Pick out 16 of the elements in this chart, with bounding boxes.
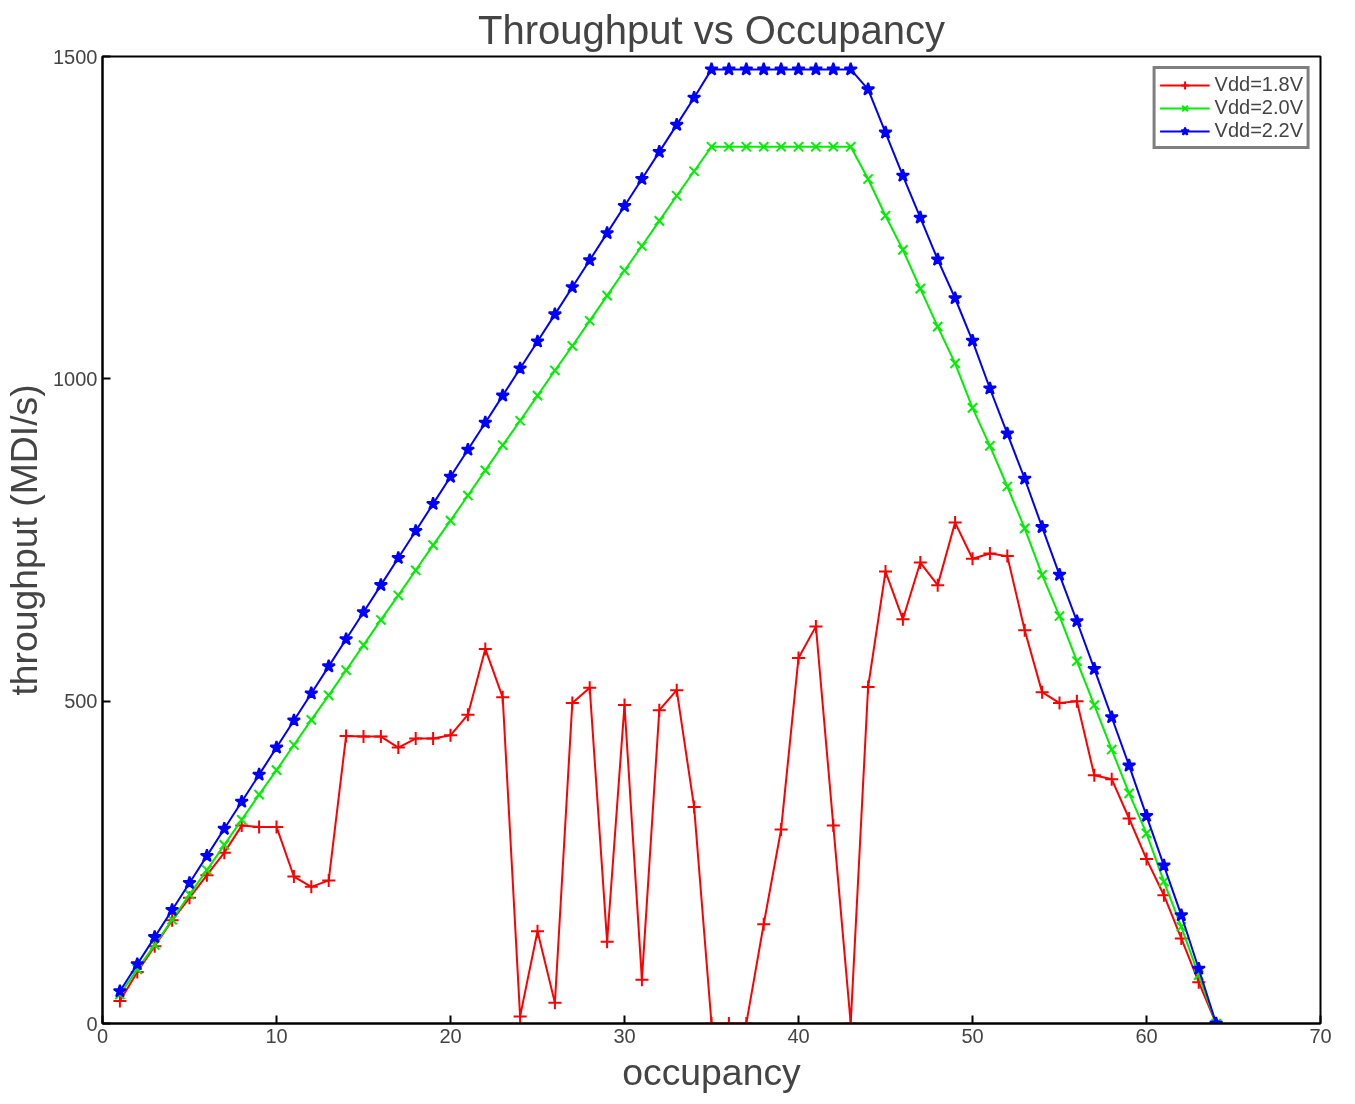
y-axis-title: throughput (MDI/s) [3, 384, 46, 696]
x-tick-label: 50 [961, 1024, 984, 1047]
y-tick-label: 1500 [53, 45, 98, 68]
y-tick-label: 1000 [53, 367, 98, 390]
x-tick-label: 70 [1309, 1024, 1332, 1047]
x-tick-label: 40 [787, 1024, 810, 1047]
x-axis-title: occupancy [622, 1050, 802, 1093]
chart-title: Throughput vs Occupancy [478, 7, 945, 52]
y-tick-label: 500 [64, 690, 98, 713]
x-tick-label: 60 [1135, 1024, 1158, 1047]
legend-label: Vdd=2.0V [1214, 96, 1303, 119]
legend-label: Vdd=1.8V [1214, 73, 1303, 96]
legend-label: Vdd=2.2V [1214, 119, 1303, 142]
x-tick-label: 30 [613, 1024, 636, 1047]
x-tick-label: 10 [265, 1024, 288, 1047]
x-tick-label: 20 [439, 1024, 462, 1047]
